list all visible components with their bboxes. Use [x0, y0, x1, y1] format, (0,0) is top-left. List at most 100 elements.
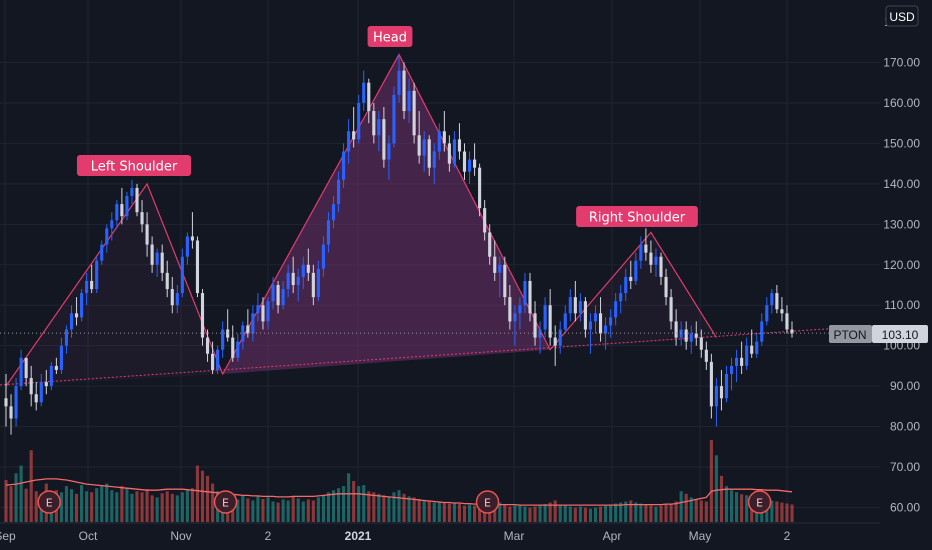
- candle-body: [110, 220, 114, 229]
- x-tick-label: 2: [265, 529, 272, 543]
- volume-bar: [125, 488, 129, 522]
- candle-body: [704, 349, 708, 362]
- earnings-label: E: [756, 497, 763, 510]
- x-tick-label: Oct: [79, 529, 98, 543]
- volume-bar: [352, 481, 356, 522]
- y-tick-label: 70.00: [890, 460, 920, 474]
- candle-body: [709, 361, 713, 407]
- candle-body: [261, 305, 265, 322]
- candle-body: [629, 276, 633, 281]
- volume-bar: [205, 475, 210, 522]
- candle-body: [765, 305, 769, 322]
- x-axis[interactable]: Sep Oct Nov 2 2021 Mar Apr May 2: [0, 529, 791, 543]
- candles: [4, 54, 794, 435]
- candle-body: [785, 313, 789, 330]
- candle-body: [80, 293, 84, 318]
- volume-bar: [266, 497, 270, 522]
- volume-bar: [533, 506, 537, 522]
- candle-body: [241, 325, 245, 342]
- earnings-icon[interactable]: [747, 490, 772, 514]
- currency-badge[interactable]: USD: [885, 5, 919, 27]
- candle-body: [503, 264, 507, 298]
- volume-bar: [271, 501, 275, 522]
- volume-bar: [4, 479, 8, 522]
- volume-bar: [548, 502, 552, 522]
- candle-body: [588, 321, 593, 330]
- volume-bar: [211, 483, 215, 522]
- volume-bar: [145, 489, 149, 522]
- volume-bar: [654, 506, 658, 522]
- candle-body: [367, 82, 371, 112]
- candle-body: [200, 293, 205, 338]
- volume-bar: [110, 490, 114, 522]
- symbol-label: PTON: [833, 328, 866, 342]
- candle-body: [352, 131, 356, 140]
- candle-body: [578, 301, 582, 314]
- candle-body: [523, 280, 527, 306]
- pattern-label: Head: [373, 31, 407, 46]
- volume-bar: [342, 486, 346, 522]
- candle-body: [684, 329, 688, 342]
- y-tick-label: 160.00: [883, 96, 920, 110]
- candle-body: [583, 301, 587, 330]
- volume-bar: [286, 500, 290, 522]
- candle-body: [357, 102, 361, 140]
- earnings-icon[interactable]: [475, 490, 500, 514]
- volume-bar: [498, 502, 502, 522]
- volume-bar: [170, 493, 174, 522]
- candle-body: [34, 394, 38, 403]
- volume-bar: [95, 488, 99, 522]
- volume-bar: [236, 499, 240, 522]
- earnings-icon[interactable]: [37, 490, 61, 514]
- candle-body: [316, 268, 320, 298]
- volume-bar: [321, 495, 325, 522]
- volume-bar: [34, 491, 38, 522]
- volume-bar: [770, 500, 774, 522]
- candle-body: [211, 353, 215, 370]
- volume-bar: [367, 491, 371, 522]
- volume-bar: [588, 508, 593, 522]
- earnings-icon[interactable]: [213, 490, 238, 514]
- pattern-label-box: [367, 26, 413, 47]
- volume-bar: [251, 500, 255, 522]
- candle-body: [387, 143, 391, 160]
- volume-bar: [336, 488, 341, 522]
- volume-bar: [714, 455, 718, 522]
- volume-bar: [674, 501, 678, 522]
- volume-bar: [261, 498, 265, 522]
- candle-body: [432, 151, 436, 168]
- volume-bar: [745, 495, 749, 522]
- candle-body: [598, 313, 603, 334]
- volume-bar: [593, 507, 598, 522]
- candle-body: [105, 228, 109, 245]
- pattern-label-box: [576, 206, 698, 227]
- candle-body: [513, 313, 517, 322]
- candle-body: [362, 82, 366, 103]
- candle-body: [417, 135, 421, 156]
- volume-bar: [407, 496, 411, 522]
- volume-bar: [467, 504, 472, 522]
- candle-body: [74, 313, 79, 318]
- volume-bar: [85, 491, 89, 522]
- candle-body: [195, 240, 200, 294]
- x-tick-label: Mar: [504, 529, 525, 543]
- volume-bar: [362, 485, 366, 522]
- candle-body: [483, 208, 487, 233]
- volume-bar: [452, 502, 456, 522]
- volume-ma-line: [5, 478, 793, 506]
- volume-bar: [115, 492, 119, 522]
- candle-body: [69, 313, 74, 330]
- candle-body: [130, 187, 134, 196]
- volume-bar: [331, 490, 336, 522]
- volume-bar: [609, 504, 613, 522]
- candle-body: [140, 212, 144, 225]
- candle-body: [488, 232, 492, 257]
- candle-body: [14, 386, 18, 419]
- volume-bar: [150, 495, 154, 522]
- candle-body: [407, 90, 411, 112]
- candle-body: [775, 293, 779, 310]
- candle-body: [604, 325, 608, 334]
